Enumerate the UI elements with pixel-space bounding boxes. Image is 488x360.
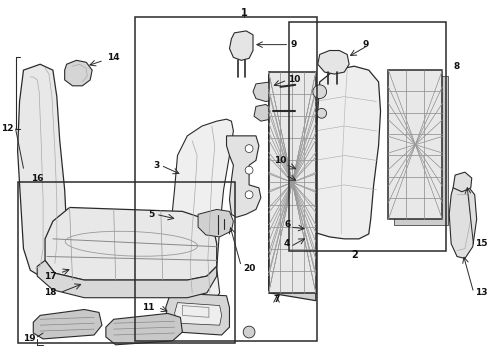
Polygon shape [298, 162, 313, 178]
Text: 12: 12 [1, 125, 14, 134]
Circle shape [244, 191, 252, 199]
Text: 9: 9 [362, 40, 368, 49]
Polygon shape [45, 207, 216, 280]
Circle shape [316, 108, 326, 118]
Polygon shape [305, 66, 380, 239]
Polygon shape [174, 303, 221, 325]
Text: 8: 8 [453, 62, 459, 71]
Text: 19: 19 [22, 334, 35, 343]
Text: 11: 11 [142, 303, 155, 312]
Text: 9: 9 [290, 40, 296, 49]
Text: 10: 10 [273, 156, 286, 165]
Circle shape [243, 326, 254, 338]
Polygon shape [452, 172, 471, 192]
Polygon shape [226, 136, 260, 217]
Polygon shape [37, 260, 216, 298]
Text: 4: 4 [284, 239, 290, 248]
Polygon shape [198, 210, 233, 237]
Circle shape [244, 145, 252, 153]
Polygon shape [229, 31, 252, 60]
Circle shape [244, 166, 252, 174]
Polygon shape [317, 50, 348, 74]
Polygon shape [393, 76, 447, 225]
Polygon shape [448, 185, 476, 258]
Text: 13: 13 [474, 288, 486, 297]
Polygon shape [295, 80, 309, 92]
Bar [387, 70, 442, 219]
Polygon shape [170, 296, 216, 327]
Text: 3: 3 [153, 161, 160, 170]
Bar [289, 22, 446, 251]
Text: 16: 16 [31, 174, 43, 183]
Text: 18: 18 [44, 288, 57, 297]
Polygon shape [298, 180, 313, 196]
Polygon shape [253, 104, 272, 121]
Circle shape [312, 85, 326, 99]
Text: 2: 2 [351, 249, 358, 260]
Text: 20: 20 [243, 264, 255, 273]
Text: 5: 5 [148, 210, 155, 219]
Polygon shape [18, 64, 66, 276]
Polygon shape [106, 314, 182, 345]
Text: 1: 1 [240, 8, 247, 18]
Polygon shape [167, 119, 233, 303]
Polygon shape [295, 107, 309, 118]
Polygon shape [268, 72, 315, 301]
Text: 17: 17 [44, 272, 57, 281]
Text: 14: 14 [107, 53, 120, 62]
Text: 6: 6 [284, 220, 290, 229]
Bar [135, 17, 316, 341]
Text: 10: 10 [288, 76, 300, 85]
Polygon shape [64, 60, 92, 86]
Bar [268, 72, 315, 293]
Text: 7: 7 [273, 295, 279, 304]
Text: 15: 15 [474, 239, 486, 248]
Polygon shape [252, 82, 280, 102]
Bar [18, 182, 235, 343]
Polygon shape [165, 293, 229, 335]
Polygon shape [33, 310, 102, 339]
